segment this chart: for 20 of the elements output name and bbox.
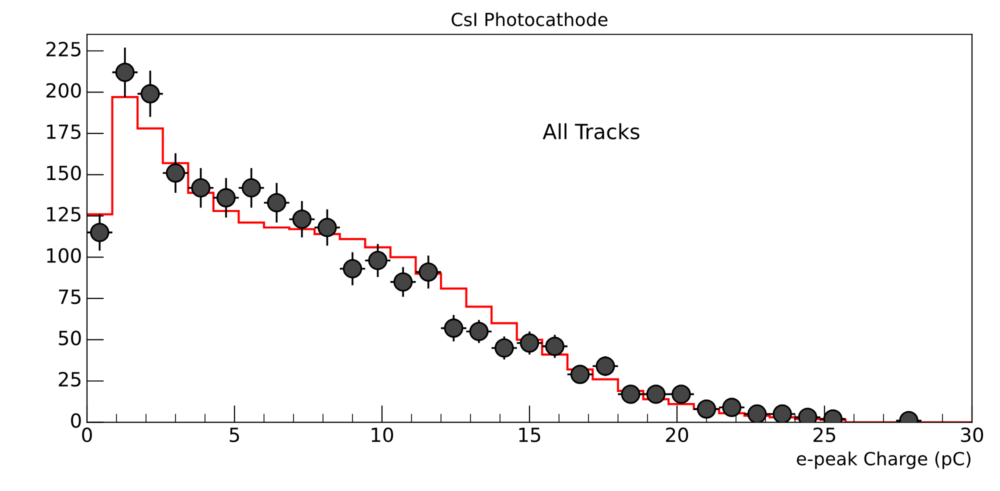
x-tick-label: 30 xyxy=(961,427,984,442)
x-tick-label: 5 xyxy=(230,428,239,442)
x-axis-title: e-peak Charge (pC) xyxy=(796,451,970,469)
y-tick-label: 200 xyxy=(46,83,81,98)
y-tick-label: 150 xyxy=(47,166,81,180)
chart-title: CsI Photocathode xyxy=(452,12,608,26)
y-tick-label: 175 xyxy=(47,124,80,140)
y-tick-label: 0 xyxy=(71,413,81,428)
x-tick-label: 25 xyxy=(814,427,836,442)
x-tick-label: 20 xyxy=(666,427,688,442)
y-tick-label: 50 xyxy=(58,330,81,346)
y-tick-label: 100 xyxy=(47,248,81,263)
y-tick-label: 125 xyxy=(47,206,80,222)
x-tick-label: 10 xyxy=(372,427,394,442)
y-tick-label: 225 xyxy=(46,42,80,57)
y-tick-label: 25 xyxy=(58,372,80,387)
annotation: All Tracks xyxy=(542,123,640,140)
x-tick-label: 15 xyxy=(519,428,540,442)
y-tick-label: 75 xyxy=(58,290,80,304)
x-tick-label: 0 xyxy=(82,427,92,442)
